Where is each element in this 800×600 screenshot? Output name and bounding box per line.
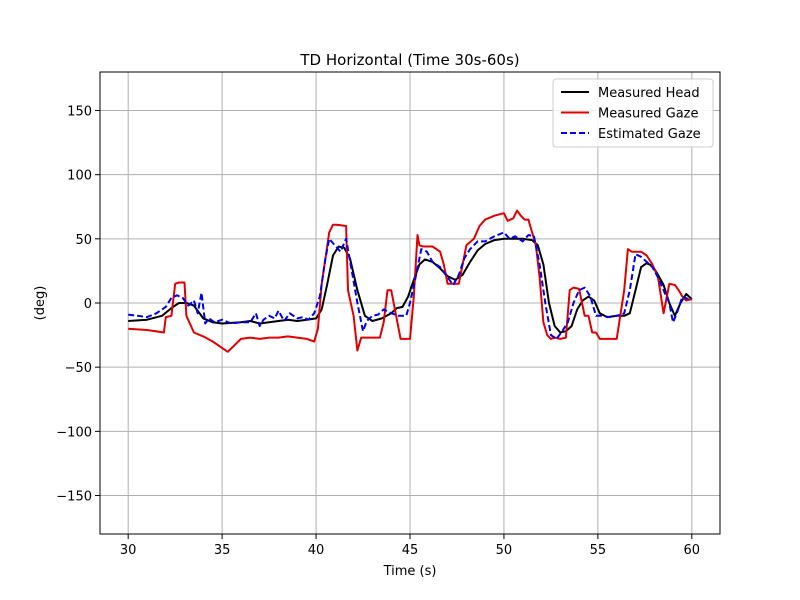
y-tick-label: −150 — [56, 490, 92, 505]
x-tick-label: 30 — [120, 543, 137, 558]
y-tick-label: −100 — [56, 425, 92, 440]
legend-label: Measured Head — [598, 86, 700, 101]
y-tick-label: 0 — [84, 297, 92, 312]
y-tick-label: 100 — [67, 169, 92, 184]
x-tick-label: 35 — [214, 543, 231, 558]
x-tick-label: 55 — [590, 543, 607, 558]
x-tick-label: 45 — [402, 543, 419, 558]
legend-label: Estimated Gaze — [598, 127, 701, 142]
y-tick-label: −50 — [65, 361, 92, 376]
chart-title: TD Horizontal (Time 30s-60s) — [299, 51, 519, 69]
legend-label: Measured Gaze — [598, 107, 699, 122]
legend: Measured Head Measured Gaze Estimated Gaze — [552, 78, 714, 148]
series-line-estimated-gaze — [128, 231, 692, 340]
series-line-measured-gaze — [128, 209, 693, 353]
x-tick-label: 50 — [496, 543, 513, 558]
y-tick-label: 150 — [67, 105, 92, 120]
ticks: 30 35 40 45 50 55 60 −150 −100 −50 0 50 100 150 — [56, 105, 700, 559]
y-tick-label: 50 — [75, 233, 92, 248]
x-tick-label: 40 — [308, 543, 325, 558]
series-lines — [128, 209, 693, 353]
y-axis-label: (deg) — [33, 286, 48, 321]
x-tick-label: 60 — [684, 543, 701, 558]
x-axis-label: Time (s) — [383, 564, 437, 579]
legend-box — [552, 78, 714, 148]
